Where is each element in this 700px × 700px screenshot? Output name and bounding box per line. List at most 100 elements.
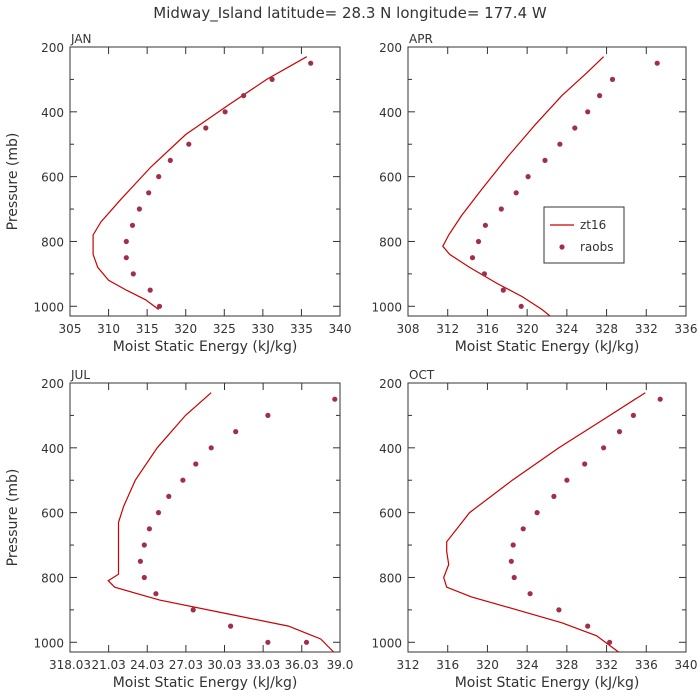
series-point-raobs <box>241 93 247 99</box>
series-point-raobs <box>551 493 557 499</box>
series-point-raobs <box>146 526 152 532</box>
y-tick-label: 200 <box>41 377 64 391</box>
series-point-raobs <box>137 558 143 564</box>
x-axis-title: Moist Static Energy (kJ/kg) <box>455 339 640 355</box>
x-tick-label: 330 <box>251 322 274 336</box>
y-tick-label: 600 <box>41 507 64 521</box>
x-tick-label: 335 <box>290 322 313 336</box>
series-point-raobs <box>155 509 162 516</box>
series-point-raobs <box>511 574 517 581</box>
series-point-raobs <box>167 157 173 163</box>
y-tick-label: 1000 <box>371 636 402 650</box>
series-point-raobs <box>303 639 310 645</box>
x-tick-label: 27.03 <box>169 658 203 672</box>
y-axis-title: Pressure (mb) <box>5 133 21 231</box>
plot-frame <box>407 46 687 317</box>
plot-frame <box>407 382 687 653</box>
series-point-raobs <box>582 461 588 467</box>
series-point-raobs <box>141 574 147 581</box>
x-tick-label: 340 <box>329 322 352 336</box>
series-point-raobs <box>518 303 524 309</box>
panel-label: JUL <box>70 368 90 382</box>
y-tick-label: 1000 <box>33 300 64 314</box>
x-tick-label: 328 <box>595 322 618 336</box>
legend-label: zt16 <box>580 218 606 232</box>
x-tick-label: 332 <box>635 322 658 336</box>
panels: JAN 200 400 600 800 1000 305 310 315 320 325 330 335… <box>5 32 697 691</box>
x-tick-label: 324 <box>555 322 578 336</box>
legend-point-swatch <box>559 244 565 250</box>
series-point-raobs <box>129 222 136 228</box>
x-axis-title: Moist Static Energy (kJ/kg) <box>113 675 298 691</box>
x-tick-label: 328 <box>555 658 578 672</box>
series-point-raobs <box>498 206 504 212</box>
y-tick-label: 400 <box>379 106 402 120</box>
panel-label: JAN <box>70 32 92 46</box>
series-point-raobs <box>308 60 314 66</box>
series-point-raobs <box>186 141 192 147</box>
series-point-raobs <box>601 445 607 451</box>
x-tick-label: 320 <box>476 658 499 672</box>
series-point-raobs <box>222 109 228 115</box>
series-point-raobs <box>654 60 660 66</box>
series-point-raobs <box>513 190 519 196</box>
series-point-raobs <box>193 461 199 467</box>
x-tick-label: 312 <box>436 322 459 336</box>
series-point-raobs <box>130 271 136 277</box>
y-tick-label: 800 <box>379 571 402 585</box>
series-point-raobs <box>141 542 147 548</box>
x-tick-label: 24.03 <box>130 658 164 672</box>
series-point-raobs <box>481 271 487 277</box>
x-tick-label: 316 <box>436 658 459 672</box>
x-tick-label: 36.03 <box>285 658 319 672</box>
series-point-raobs <box>147 287 153 293</box>
series-point-raobs <box>469 255 476 261</box>
x-axis-title: Moist Static Energy (kJ/kg) <box>455 675 640 691</box>
series-point-raobs <box>203 125 209 131</box>
x-tick-label: 21.03 <box>91 658 125 672</box>
series-point-raobs <box>508 558 514 564</box>
x-tick-label: 316 <box>476 322 499 336</box>
series-point-raobs <box>156 303 163 309</box>
series-point-raobs <box>265 639 271 645</box>
series-point-raobs <box>564 477 570 483</box>
y-tick-label: 200 <box>41 41 64 55</box>
x-tick-label: 332 <box>595 658 618 672</box>
series-point-raobs <box>123 255 129 261</box>
y-tick-label: 1000 <box>33 636 64 650</box>
series-point-raobs <box>525 174 531 180</box>
y-axis-title: Pressure (mb) <box>5 469 21 567</box>
series-point-raobs <box>146 190 152 196</box>
x-tick-label: 310 <box>97 322 120 336</box>
x-tick-label: 305 <box>59 322 82 336</box>
series-line-zt16 <box>442 56 605 317</box>
y-tick-label: 800 <box>41 571 64 585</box>
x-tick-label: 33.03 <box>246 658 280 672</box>
series-point-raobs <box>500 287 506 293</box>
x-tick-label: 30.03 <box>207 658 241 672</box>
series-point-raobs <box>190 607 196 613</box>
x-tick-label: 340 <box>675 658 698 672</box>
series-point-raobs <box>607 639 613 645</box>
x-tick-label: 324 <box>516 658 539 672</box>
y-tick-label: 200 <box>379 41 402 55</box>
legend-label: raobs <box>580 240 614 254</box>
panel-oct: OCT 200 400 600 800 1000 312 316 320 324 328 332 336… <box>371 368 697 691</box>
x-tick-label: 39.0 <box>327 658 354 672</box>
series-point-raobs <box>557 141 563 147</box>
panel-jan: JAN 200 400 600 800 1000 305 310 315 320 325 330 335… <box>5 32 351 355</box>
series-point-raobs <box>572 125 578 131</box>
panel-label: APR <box>409 32 433 46</box>
series-point-raobs <box>527 591 533 597</box>
series-point-raobs <box>153 591 159 597</box>
x-tick-label: 318.03 <box>49 658 91 672</box>
series-point-raobs <box>616 429 623 435</box>
y-tick-label: 1000 <box>371 300 402 314</box>
series-point-raobs <box>233 429 239 435</box>
x-tick-label: 315 <box>136 322 159 336</box>
series-point-raobs <box>475 238 482 245</box>
x-tick-label: 325 <box>213 322 236 336</box>
series-line-zt16 <box>92 56 308 310</box>
x-tick-label: 336 <box>675 322 698 336</box>
